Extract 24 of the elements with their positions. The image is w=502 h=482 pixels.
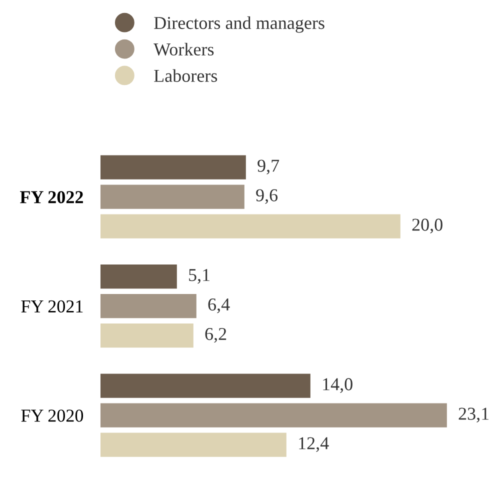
data-label: 20,0	[412, 218, 442, 234]
bar	[100, 374, 310, 398]
data-label: 9,6	[256, 189, 278, 204]
bar	[100, 155, 246, 180]
legend-label: Directors and managers	[154, 16, 324, 33]
bar	[100, 294, 196, 318]
data-label: 6,2	[205, 328, 226, 343]
y-tick-label: FY 2020	[21, 410, 84, 422]
legend-label: Laborers	[154, 69, 218, 82]
data-label: 6,4	[208, 298, 230, 314]
data-label: 9,7	[258, 160, 280, 174]
y-tick-label: FY 2022	[20, 191, 83, 204]
data-label: 5,1	[189, 268, 210, 284]
data-label: 23,1	[458, 408, 489, 422]
data-label: 12,4	[299, 437, 329, 452]
bar	[100, 214, 400, 238]
bar	[100, 324, 194, 348]
y-tick-label: FY 2021	[21, 300, 83, 313]
bar	[100, 432, 286, 457]
bar	[100, 403, 447, 428]
legend-label: Workers	[154, 42, 214, 56]
bar	[100, 264, 177, 289]
data-label: 14,0	[323, 378, 352, 393]
bar	[100, 184, 244, 209]
